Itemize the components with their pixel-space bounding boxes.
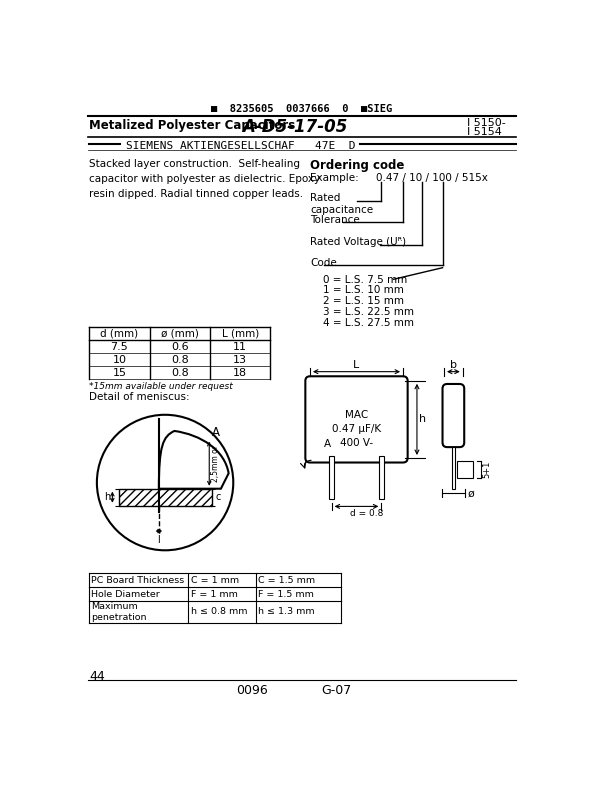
Bar (329, 456, 334, 498)
Text: ø (mm): ø (mm) (161, 329, 198, 338)
Text: h: h (419, 414, 426, 424)
FancyBboxPatch shape (305, 376, 408, 462)
Text: 44: 44 (89, 670, 105, 682)
Text: d = 0.8: d = 0.8 (350, 509, 383, 518)
Text: 10: 10 (112, 354, 127, 365)
Text: 2 = L.S. 15 mm: 2 = L.S. 15 mm (323, 296, 404, 306)
Text: Hole Diameter: Hole Diameter (91, 590, 160, 598)
Text: A: A (323, 439, 330, 449)
PathPatch shape (159, 431, 229, 489)
Text: Ordering code: Ordering code (310, 159, 405, 172)
Text: 0.8: 0.8 (171, 354, 188, 365)
Text: 2,5mm or: 2,5mm or (211, 445, 220, 482)
Text: *15mm available under request: *15mm available under request (89, 382, 233, 391)
Text: 4 = L.S. 27.5 mm: 4 = L.S. 27.5 mm (323, 318, 414, 328)
Text: C = 1.5 mm: C = 1.5 mm (258, 576, 315, 585)
Text: A: A (211, 426, 220, 439)
Text: Example:: Example: (310, 173, 359, 183)
Text: h ≤ 1.3 mm: h ≤ 1.3 mm (258, 607, 315, 616)
Text: 7.5: 7.5 (111, 342, 128, 352)
Text: C = 1 mm: C = 1 mm (191, 576, 239, 585)
Text: Tolerance: Tolerance (310, 214, 360, 225)
Text: Detail of meniscus:: Detail of meniscus: (89, 393, 190, 402)
Bar (457, 461, 473, 478)
Text: 0.6: 0.6 (171, 342, 188, 352)
Text: I 5154: I 5154 (467, 126, 502, 137)
Text: Maximum
penetration: Maximum penetration (91, 602, 147, 622)
Text: F = 1 mm: F = 1 mm (191, 590, 237, 598)
Text: A-D5-17-05: A-D5-17-05 (242, 118, 347, 135)
Text: 11: 11 (233, 342, 247, 352)
Text: Stacked layer construction.  Self-healing
capacitor with polyester as dielectric: Stacked layer construction. Self-healing… (89, 159, 320, 198)
Text: Metalized Polyester Capacitors: Metalized Polyester Capacitors (89, 119, 295, 132)
Text: 0 = L.S. 7.5 mm: 0 = L.S. 7.5 mm (323, 274, 408, 285)
Bar (379, 456, 383, 498)
Text: 3 = L.S. 22.5 mm: 3 = L.S. 22.5 mm (323, 307, 414, 317)
Text: MAC
0.47 µF/K
400 V-: MAC 0.47 µF/K 400 V- (332, 410, 381, 448)
Text: 18: 18 (233, 368, 247, 378)
Text: 0096: 0096 (236, 683, 268, 697)
Text: 0.8: 0.8 (171, 368, 188, 378)
Text: Code: Code (310, 258, 337, 269)
Text: 0.47 / 10 / 100 / 515x: 0.47 / 10 / 100 / 515x (376, 173, 488, 183)
Text: h ≤ 0.8 mm: h ≤ 0.8 mm (191, 607, 247, 616)
Text: ■  8235605  0037666  0  ■SIEG: ■ 8235605 0037666 0 ■SIEG (211, 104, 392, 114)
Text: 15: 15 (112, 368, 127, 378)
Text: L: L (353, 360, 360, 370)
Text: Rated Voltage (Uᴿ): Rated Voltage (Uᴿ) (310, 237, 406, 247)
Text: ø: ø (467, 488, 474, 498)
Text: 13: 13 (233, 354, 247, 365)
Text: L (mm): L (mm) (221, 329, 259, 338)
Text: 5+1: 5+1 (482, 461, 491, 478)
Text: PC Board Thickness: PC Board Thickness (91, 576, 185, 585)
Text: c: c (216, 492, 221, 502)
Text: 1 = L.S. 10 mm: 1 = L.S. 10 mm (323, 286, 404, 295)
Text: Rated
capacitance: Rated capacitance (310, 193, 373, 215)
Bar (452, 447, 455, 490)
Text: I 5150-: I 5150- (467, 118, 506, 128)
FancyBboxPatch shape (442, 384, 464, 447)
Text: h: h (104, 492, 110, 502)
Text: b: b (450, 360, 457, 370)
Text: SIEMENS AKTIENGESELLSCHAF   47E  D: SIEMENS AKTIENGESELLSCHAF 47E D (126, 141, 356, 150)
Text: d (mm): d (mm) (100, 329, 138, 338)
Bar (118, 489, 211, 506)
Text: l: l (157, 535, 160, 545)
Text: F = 1.5 mm: F = 1.5 mm (258, 590, 314, 598)
Text: G-07: G-07 (322, 683, 352, 697)
